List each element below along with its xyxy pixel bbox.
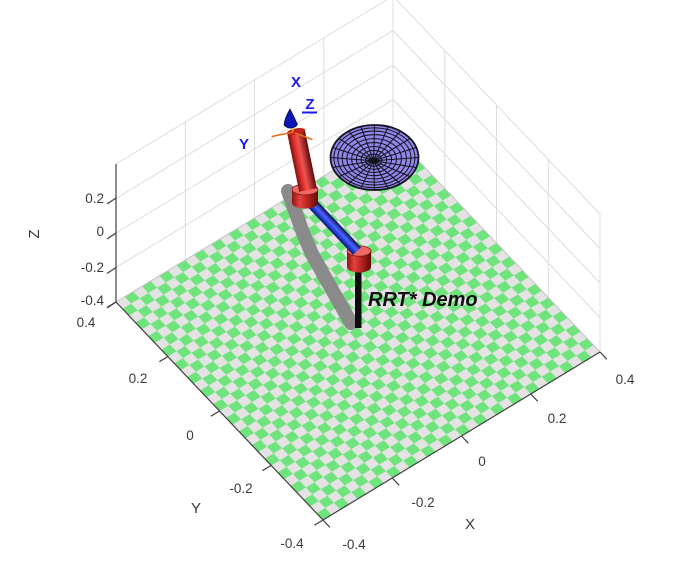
wall-grid-lines xyxy=(115,0,601,352)
frame-label-z: Z xyxy=(305,96,314,113)
frame-x-axis-line xyxy=(294,132,313,141)
tick-label: -0.2 xyxy=(411,495,434,510)
z-tick-labels: 0.2 0 -0.2 -0.4 xyxy=(81,191,105,308)
robot-base-link xyxy=(355,270,362,328)
tick-label: 0.2 xyxy=(85,191,104,206)
x-tick-labels: -0.4 -0.2 0 0.2 0.4 xyxy=(342,372,635,552)
robot-arm xyxy=(271,108,372,328)
tick-label: 0.2 xyxy=(548,411,567,426)
y-tick-labels: 0.4 0.2 0 -0.2 -0.4 xyxy=(77,315,305,551)
y-axis-title: Y xyxy=(191,500,201,517)
robot-blue-link xyxy=(300,192,362,255)
tick-label: 0.2 xyxy=(129,371,148,386)
tick-label: 0 xyxy=(96,224,104,239)
frame-label-x: X xyxy=(291,74,301,91)
robot-red-link xyxy=(286,128,317,192)
tick-label: -0.2 xyxy=(229,481,252,496)
tick-label: 0 xyxy=(186,428,194,443)
frame-label-y: Y xyxy=(239,136,249,153)
obstacle-disk xyxy=(329,124,420,191)
tick-label: 0.4 xyxy=(77,315,96,330)
end-effector-frame xyxy=(271,108,317,141)
end-effector-marker xyxy=(283,108,298,129)
tick-label: -0.4 xyxy=(81,293,105,308)
tick-label: 0 xyxy=(478,454,486,469)
annotation-title: RRT* Demo xyxy=(368,289,478,311)
tick-label: 0.4 xyxy=(616,372,635,387)
tick-label: -0.2 xyxy=(81,260,104,275)
x-axis-title: X xyxy=(465,516,475,533)
tick-label: -0.4 xyxy=(342,537,366,552)
axis-lines xyxy=(106,164,608,528)
z-axis-title: Z xyxy=(26,229,43,238)
arm-shadow-path xyxy=(281,184,358,330)
frame-y-axis-line xyxy=(271,131,295,138)
tick-label: -0.4 xyxy=(280,536,304,551)
